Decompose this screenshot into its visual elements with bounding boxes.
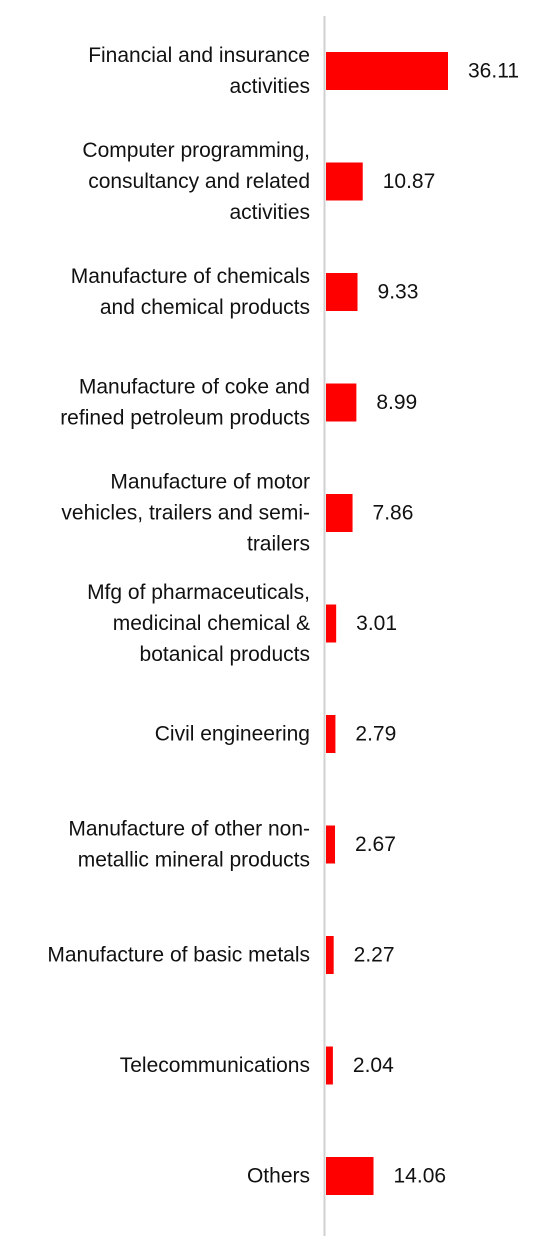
category-label: Manufacture of other non-metallic minera… [68,818,310,872]
bar [326,604,337,643]
value-label: 9.33 [378,281,419,304]
category-label-line: Telecommunications [120,1054,310,1077]
category-label: Telecommunications [120,1054,310,1077]
category-label-line: medicinal chemical & [113,612,310,635]
category-label-line: botanical products [140,643,310,666]
bars-group [326,52,448,1195]
category-label-line: and chemical products [100,296,310,319]
bar [326,1046,333,1085]
bar [326,162,363,201]
category-label-line: Civil engineering [155,723,310,746]
bar [326,383,357,422]
category-label-line: Manufacture of motor [110,471,310,494]
category-label: Computer programming, consultancy and rel… [82,139,310,224]
category-label: Manufacture of coke and refined petroleum… [60,376,310,430]
category-label-line: Manufacture of chemicals [71,265,310,288]
category-label-line: Mfg of pharmaceuticals, [87,581,310,604]
category-label-line: Computer programming, [82,139,310,162]
bar [326,52,448,90]
value-label: 10.87 [383,170,436,193]
bar [326,936,334,974]
category-label: Financial and insurance activities [88,44,310,98]
category-label-line: Financial and insurance [88,44,310,67]
bar [326,715,336,753]
value-label: 8.99 [376,391,417,414]
category-label-line: Manufacture of coke and [79,376,310,399]
category-label-line: refined petroleum products [60,407,310,430]
category-label-line: trailers [247,533,310,556]
value-label: 3.01 [356,612,397,635]
category-label-line: metallic mineral products [78,849,310,872]
category-label: Manufacture of basic metals [47,944,310,967]
value-label: 14.06 [394,1165,447,1188]
value-label: 2.04 [353,1054,394,1077]
category-label-line: Others [247,1165,310,1188]
bar [326,825,336,864]
category-label-line: activities [229,201,310,224]
value-labels-group: 36.11 10.87 9.33 8.99 7.86 3.01 2.79 2.67 2.27 2.… [353,60,519,1188]
value-label: 2.79 [355,723,396,746]
category-label-line: Manufacture of other non- [68,818,310,841]
value-label: 2.67 [355,833,396,856]
bar [326,273,358,311]
category-label: Others [247,1165,310,1188]
value-label: 36.11 [468,60,519,83]
category-label-line: Manufacture of basic metals [47,944,310,967]
category-label: Manufacture of chemicals and chemical pro… [71,265,310,319]
category-labels-group: Financial and insurance activitiesCompute… [47,44,310,1188]
category-label: Mfg of pharmaceuticals, medicinal chemica… [87,581,310,666]
category-label-line: vehicles, trailers and semi- [61,502,310,525]
category-label-line: consultancy and related [88,170,310,193]
category-label: Manufacture of motor vehicles, trailers a… [61,471,310,556]
value-label: 2.27 [354,944,395,967]
bar [326,1157,374,1195]
category-label-line: activities [229,75,310,98]
category-label: Civil engineering [155,723,310,746]
value-label: 7.86 [373,502,414,525]
bar [326,494,353,532]
